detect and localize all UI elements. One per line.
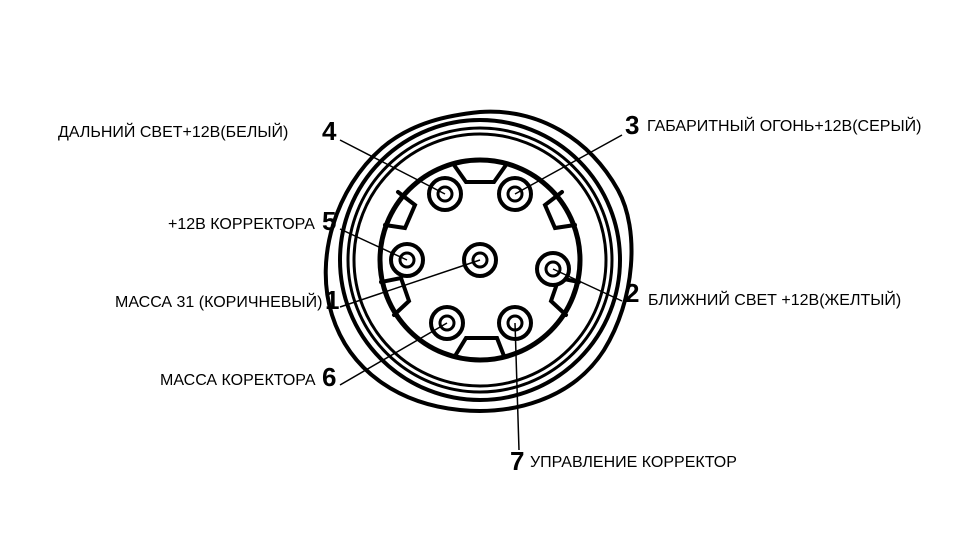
pin3-number: 3 (625, 110, 639, 141)
pin7-label: УПРАВЛЕНИЕ КОРРЕКТОР (530, 454, 737, 472)
pin7-number: 7 (510, 446, 524, 477)
pin4-number: 4 (322, 116, 336, 147)
pin6-label: МАССА КОРЕКТОРА (160, 372, 316, 390)
pin5-label: +12В КОРРЕКТОРА (168, 216, 315, 234)
pin3-label: ГАБАРИТНЫЙ ОГОНЬ+12В(СЕРЫЙ) (647, 118, 921, 136)
pin4-label: ДАЛЬНИЙ СВЕТ+12В(БЕЛЫЙ) (58, 124, 288, 142)
pin2-label: БЛИЖНИЙ СВЕТ +12В(ЖЕЛТЫЙ) (648, 292, 901, 310)
pin5-number: 5 (322, 206, 336, 237)
pin2-number: 2 (625, 278, 639, 309)
diagram-svg (0, 0, 960, 540)
pin6-number: 6 (322, 362, 336, 393)
pin1-number: 1 (325, 285, 339, 316)
pinout-diagram: 4 ДАЛЬНИЙ СВЕТ+12В(БЕЛЫЙ) 5 +12В КОРРЕКТ… (0, 0, 960, 540)
pin1-label: МАССА 31 (КОРИЧНЕВЫЙ) (115, 294, 322, 312)
